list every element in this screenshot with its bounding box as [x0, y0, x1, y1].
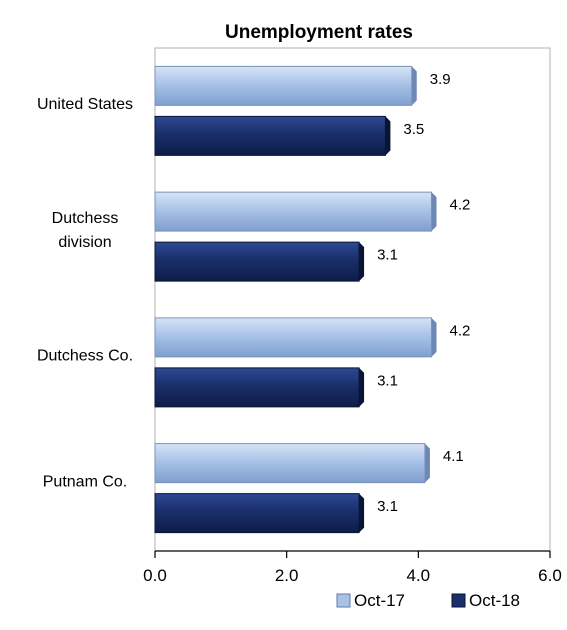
x-tick-label: 4.0	[407, 566, 431, 585]
legend-swatch	[451, 593, 466, 608]
x-axis-ticks: 0.0 2.0 4.0 6.0	[143, 551, 562, 585]
legend: Oct-17 Oct-18	[336, 591, 520, 610]
bar-bevel	[431, 317, 437, 357]
data-label: 3.1	[377, 372, 398, 389]
bar-bevel	[424, 443, 430, 483]
category-label: Dutchess division	[52, 210, 119, 251]
bar-bevel	[431, 192, 437, 232]
bar-bevel	[359, 242, 365, 282]
bar-oct-17	[154, 443, 426, 484]
x-tick-label: 0.0	[143, 566, 167, 585]
bar-oct-18	[154, 115, 386, 156]
data-label: 3.1	[377, 247, 398, 264]
legend-swatch	[336, 593, 351, 608]
category-label: United States	[37, 96, 133, 113]
bar-bevel	[359, 367, 365, 407]
bar-oct-17	[154, 65, 413, 106]
legend-label: Oct-18	[469, 591, 520, 610]
category-label: Putnam Co.	[43, 473, 127, 490]
bar-bevel	[359, 493, 365, 533]
bar-oct-17	[154, 191, 432, 232]
legend-label: Oct-17	[354, 591, 405, 610]
bar-oct-18	[154, 493, 360, 534]
bars-group	[154, 65, 437, 534]
value-labels: 3.9 3.5 4.2 3.1 4.2 3.1 4.1 3.1	[377, 71, 470, 515]
category-labels: United States Dutchess division Dutchess Co…	[37, 96, 133, 490]
data-label: 3.1	[377, 498, 398, 515]
data-label: 4.2	[450, 197, 471, 214]
bar-bevel	[385, 116, 391, 156]
data-label: 3.5	[403, 121, 424, 138]
x-tick-label: 6.0	[538, 566, 562, 585]
bar-oct-17	[154, 317, 432, 358]
chart-title: Unemployment rates	[225, 22, 413, 43]
data-label: 4.2	[450, 322, 471, 339]
x-tick-label: 2.0	[275, 566, 299, 585]
category-label: Dutchess Co.	[37, 348, 133, 365]
bar-bevel	[411, 66, 417, 106]
bar-oct-18	[154, 241, 360, 282]
data-label: 4.1	[443, 448, 464, 465]
data-label: 3.9	[430, 71, 451, 88]
bar-oct-18	[154, 367, 360, 408]
